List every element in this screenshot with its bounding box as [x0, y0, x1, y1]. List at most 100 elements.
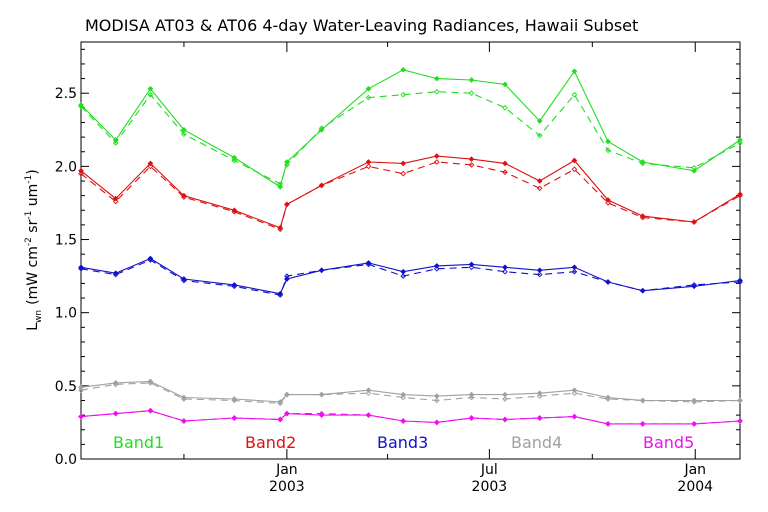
- data-point-band1-dashed: [147, 91, 154, 98]
- data-point-band4-dashed: [468, 394, 475, 401]
- data-point-band1-dashed: [78, 103, 84, 110]
- data-point-band4-dashed: [181, 396, 187, 402]
- series-line-band1-dashed: [80, 91, 741, 185]
- data-point-band4-solid: [78, 384, 84, 391]
- data-point-band1-solid: [433, 75, 440, 82]
- legend-band4: Band4: [511, 433, 562, 452]
- data-point-band5-dashed: [365, 412, 372, 418]
- data-point-band3-solid: [433, 263, 440, 269]
- data-point-band2-dashed: [468, 162, 475, 168]
- data-point-band5-dashed: [181, 418, 187, 424]
- data-point-band1-dashed: [284, 162, 290, 168]
- data-point-band2-dashed: [639, 214, 646, 221]
- data-point-band3-solid: [147, 255, 154, 262]
- y-tick-label: 1.0: [55, 306, 77, 322]
- data-point-band2-dashed: [400, 170, 407, 177]
- data-point-band1-dashed: [400, 91, 407, 98]
- data-point-band2-dashed: [318, 182, 325, 189]
- data-point-band1-solid: [502, 81, 508, 88]
- data-point-band4-solid: [605, 394, 611, 401]
- data-point-band2-solid: [78, 167, 84, 174]
- data-point-band3-dashed: [737, 279, 743, 285]
- chart-title: MODISA AT03 & AT06 4-day Water-Leaving R…: [85, 16, 638, 35]
- data-point-band5-dashed: [502, 416, 508, 423]
- series-line-band5-dashed: [80, 410, 741, 425]
- data-point-band2-dashed: [147, 163, 154, 170]
- x-tick-month: Jan: [275, 462, 298, 478]
- data-point-band1-solid: [605, 138, 611, 145]
- series-band2-solid: [78, 153, 743, 231]
- data-point-band1-solid: [400, 66, 407, 73]
- data-point-band1-dashed: [737, 140, 743, 146]
- y-tick-label: 2.0: [55, 159, 77, 175]
- data-point-band1-dashed: [181, 131, 187, 138]
- data-point-band2-dashed: [112, 198, 119, 205]
- data-point-band3-solid: [502, 264, 508, 271]
- data-point-band3-dashed: [365, 261, 372, 268]
- data-point-band5-dashed: [571, 413, 578, 420]
- data-point-band4-dashed: [78, 387, 84, 394]
- y-axis-label-exp2: -1: [24, 211, 34, 220]
- data-point-band3-dashed: [284, 273, 290, 279]
- data-point-band4-solid: [502, 391, 508, 398]
- data-point-band4-solid: [536, 390, 543, 397]
- legend-band2: Band2: [245, 433, 296, 452]
- data-point-band2-dashed: [536, 185, 543, 192]
- data-point-band2-solid: [502, 160, 508, 167]
- y-axis-label: Lwn(mW cm-2 sr-1 um-1): [24, 169, 44, 331]
- data-point-band4-dashed: [571, 390, 578, 397]
- data-point-band4-solid: [318, 391, 325, 398]
- data-point-band2-solid: [112, 195, 119, 202]
- series-line-band3-solid: [80, 257, 741, 295]
- data-point-band1-dashed: [433, 88, 440, 95]
- series-band2-dashed: [78, 159, 743, 233]
- series-line-band5-solid: [80, 410, 741, 425]
- data-point-band3-dashed: [571, 268, 578, 275]
- data-point-band1-dashed: [277, 181, 284, 187]
- data-point-band4-dashed: [284, 391, 290, 398]
- data-point-band1-solid: [468, 77, 475, 83]
- data-point-band3-solid: [78, 264, 84, 271]
- data-point-band5-dashed: [737, 418, 743, 424]
- y-axis-label-exp3: -1: [24, 175, 34, 184]
- data-point-band1-dashed: [536, 132, 543, 139]
- data-point-band1-dashed: [365, 94, 372, 101]
- legend: Band1 Band2 Band3 Band4 Band5: [113, 433, 694, 452]
- data-point-band3-dashed: [400, 273, 407, 279]
- data-point-band4-solid: [400, 391, 407, 398]
- y-axis-label-subscript: wn: [34, 310, 44, 323]
- data-point-band3-dashed: [231, 283, 238, 290]
- legend-band3: Band3: [377, 433, 428, 452]
- data-point-band2-dashed: [284, 201, 290, 208]
- y-axis: 0.0 0.5 1.0 1.5 2.0 2.5: [55, 48, 740, 468]
- data-point-band5-dashed: [605, 421, 611, 427]
- data-point-band3-solid: [365, 260, 372, 266]
- data-point-band1-dashed: [112, 140, 119, 146]
- data-point-band4-dashed: [605, 396, 611, 402]
- data-point-band1-solid: [691, 167, 697, 174]
- data-point-band2-dashed: [502, 169, 508, 176]
- y-tick-label: 0.0: [55, 452, 77, 468]
- data-point-band1-dashed: [691, 164, 697, 171]
- y-tick-label: 2.5: [55, 86, 77, 102]
- data-point-band4-dashed: [277, 400, 284, 407]
- data-point-band3-dashed: [536, 271, 543, 278]
- data-point-band4-dashed: [502, 396, 508, 402]
- series-line-band4-solid: [80, 380, 740, 403]
- data-point-band3-dashed: [502, 268, 508, 275]
- data-point-band5-dashed: [231, 415, 238, 421]
- data-point-band2-dashed: [277, 226, 284, 233]
- series-band4-dashed: [78, 380, 743, 407]
- data-point-band1-solid: [571, 68, 578, 75]
- data-point-band4-dashed: [112, 381, 119, 388]
- data-point-band3-dashed: [639, 287, 646, 294]
- series-band5-dashed: [78, 407, 743, 427]
- data-point-band1-solid: [639, 159, 646, 165]
- data-point-band1-solid: [737, 137, 743, 143]
- data-point-band1-solid: [277, 184, 284, 190]
- data-point-band4-dashed: [318, 391, 325, 398]
- y-axis-label-exp1: -2: [24, 237, 34, 246]
- data-point-band1-dashed: [468, 90, 475, 97]
- legend-band1: Band1: [113, 433, 164, 452]
